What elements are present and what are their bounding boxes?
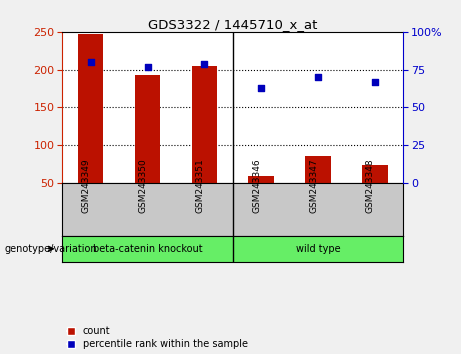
- Text: GSM243351: GSM243351: [195, 158, 204, 213]
- Text: wild type: wild type: [296, 244, 340, 254]
- Bar: [78, 34, 103, 183]
- Bar: [248, 176, 274, 183]
- Title: GDS3322 / 1445710_x_at: GDS3322 / 1445710_x_at: [148, 18, 318, 31]
- Text: beta-catenin knockout: beta-catenin knockout: [93, 244, 202, 254]
- Point: [87, 59, 95, 65]
- Point: [314, 74, 322, 80]
- Text: genotype/variation: genotype/variation: [5, 244, 97, 254]
- Bar: [305, 156, 331, 183]
- Bar: [362, 165, 388, 183]
- Legend: count, percentile rank within the sample: count, percentile rank within the sample: [67, 326, 248, 349]
- Point: [371, 79, 378, 85]
- Text: GSM243347: GSM243347: [309, 158, 318, 213]
- Bar: [192, 66, 217, 183]
- Text: GSM243346: GSM243346: [252, 158, 261, 213]
- Bar: [135, 75, 160, 183]
- Text: GSM243348: GSM243348: [366, 158, 375, 213]
- Point: [144, 64, 151, 69]
- Text: GSM243349: GSM243349: [82, 158, 91, 213]
- Point: [258, 85, 265, 91]
- Point: [201, 61, 208, 67]
- Text: GSM243350: GSM243350: [138, 158, 148, 213]
